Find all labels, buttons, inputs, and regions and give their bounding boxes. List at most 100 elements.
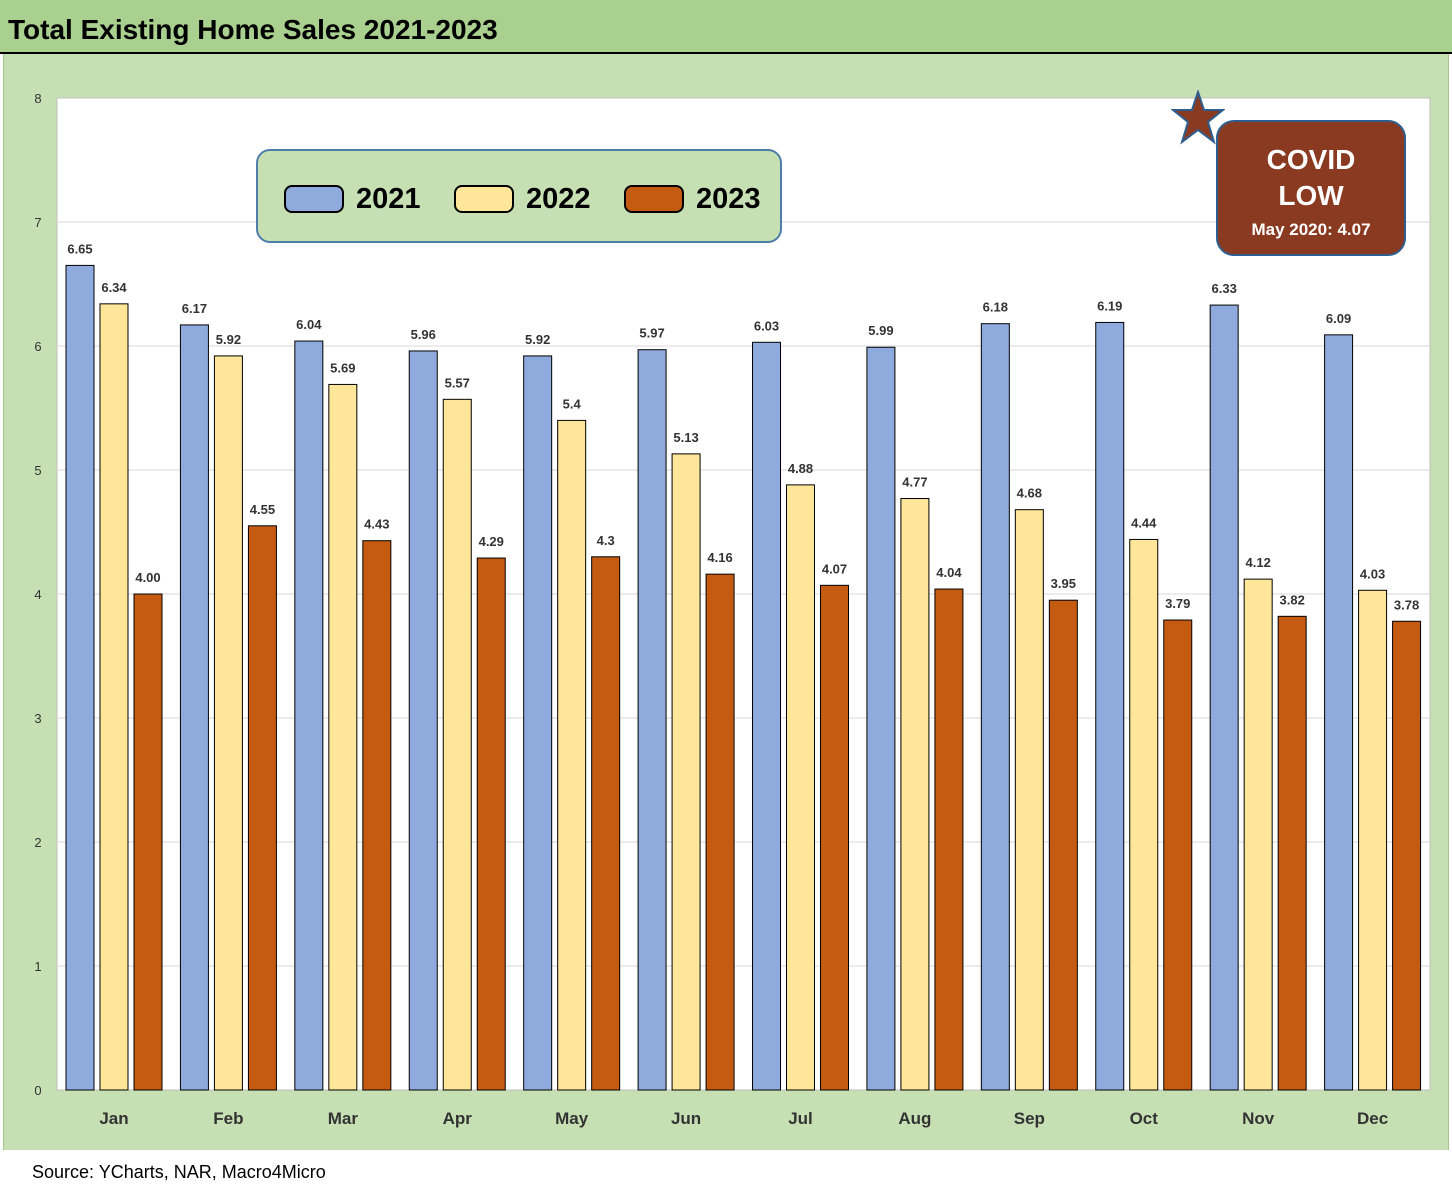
bar-2022-may xyxy=(557,419,587,1091)
data-label: 4.43 xyxy=(364,517,389,532)
bar-2022-jan xyxy=(99,303,129,1091)
bar-2021-apr xyxy=(408,350,438,1091)
data-label: 6.33 xyxy=(1212,281,1237,296)
legend-label-2023: 2023 xyxy=(696,183,761,215)
data-label: 5.99 xyxy=(868,323,893,338)
data-label: 6.18 xyxy=(983,300,1008,315)
bar-2023-oct xyxy=(1163,619,1193,1091)
x-tick-label: May xyxy=(555,1109,589,1128)
legend: 2021 2022 2023 xyxy=(256,149,782,243)
source-note: Source: YCharts, NAR, Macro4Micro xyxy=(32,1162,326,1182)
data-label: 6.17 xyxy=(182,301,207,316)
bar-2022-mar xyxy=(328,383,358,1091)
bar-2023-feb xyxy=(247,525,277,1091)
x-tick-label: Jul xyxy=(788,1109,813,1128)
data-label: 4.44 xyxy=(1131,515,1157,530)
y-tick-label: 1 xyxy=(34,959,41,974)
data-label: 4.88 xyxy=(788,461,813,476)
bar-2021-sep xyxy=(980,323,1010,1091)
bar-2023-apr xyxy=(476,557,506,1091)
bar-2022-dec xyxy=(1358,589,1388,1091)
data-label: 5.96 xyxy=(411,327,436,342)
data-label: 3.95 xyxy=(1051,576,1076,591)
x-tick-label: Mar xyxy=(328,1109,359,1128)
legend-swatch-2022 xyxy=(454,185,514,213)
bar-2022-jul xyxy=(786,484,815,1091)
data-label: 5.4 xyxy=(563,396,582,411)
data-label: 5.97 xyxy=(639,326,664,341)
bar-2022-oct xyxy=(1129,538,1159,1091)
bar-2021-aug xyxy=(866,346,896,1091)
bar-2023-mar xyxy=(362,540,392,1091)
data-label: 6.34 xyxy=(101,280,127,295)
y-tick-label: 8 xyxy=(34,91,41,106)
x-tick-label: Apr xyxy=(443,1109,473,1128)
data-label: 4.68 xyxy=(1017,486,1042,501)
bar-2022-aug xyxy=(900,498,930,1091)
x-tick-label: Jan xyxy=(99,1109,128,1128)
y-tick-label: 3 xyxy=(34,711,41,726)
data-label: 5.69 xyxy=(330,360,355,375)
covid-callout-line2: LOW xyxy=(1278,180,1344,211)
data-label: 4.12 xyxy=(1246,555,1271,570)
bar-2021-jan xyxy=(65,264,95,1091)
data-label: 4.00 xyxy=(135,570,160,585)
bar-2023-nov xyxy=(1277,615,1307,1091)
data-label: 6.65 xyxy=(67,241,92,256)
bar-2021-mar xyxy=(294,340,324,1091)
data-label: 4.07 xyxy=(822,561,847,576)
covid-low-callout: COVID LOW May 2020: 4.07 xyxy=(1216,120,1406,256)
bar-2021-dec xyxy=(1324,334,1354,1091)
y-tick-label: 4 xyxy=(34,587,41,602)
data-label: 4.04 xyxy=(936,565,962,580)
bar-2022-feb xyxy=(213,355,243,1091)
data-label: 5.92 xyxy=(525,332,550,347)
data-label: 3.78 xyxy=(1394,597,1419,612)
bar-2021-nov xyxy=(1209,304,1239,1091)
legend-label-2022: 2022 xyxy=(526,183,591,215)
bar-2023-sep xyxy=(1048,599,1078,1091)
y-tick-label: 6 xyxy=(34,339,41,354)
chart-title: Total Existing Home Sales 2021-2023 xyxy=(8,14,498,45)
x-tick-label: Oct xyxy=(1130,1109,1159,1128)
bar-2022-apr xyxy=(442,398,472,1091)
bar-2023-may xyxy=(591,556,621,1091)
data-label: 4.16 xyxy=(707,550,732,565)
x-tick-label: Dec xyxy=(1357,1109,1388,1128)
bar-2023-aug xyxy=(934,588,964,1091)
legend-swatch-2021 xyxy=(284,185,344,213)
data-label: 5.13 xyxy=(673,430,698,445)
y-tick-label: 0 xyxy=(34,1083,41,1098)
data-label: 6.03 xyxy=(754,318,779,333)
covid-callout-line1: COVID xyxy=(1266,144,1356,175)
bar-2021-jul xyxy=(752,341,781,1091)
bar-2021-feb xyxy=(179,324,209,1091)
bar-2023-dec xyxy=(1392,620,1422,1091)
data-label: 3.79 xyxy=(1165,596,1190,611)
star-icon xyxy=(1171,90,1225,145)
covid-callout-line3: May 2020: 4.07 xyxy=(1251,220,1371,239)
data-label: 6.04 xyxy=(296,317,322,332)
bar-2023-jun xyxy=(705,573,735,1091)
data-label: 4.77 xyxy=(902,475,927,490)
data-label: 3.82 xyxy=(1280,592,1305,607)
legend-swatch-2023 xyxy=(624,185,684,213)
bar-2021-may xyxy=(523,355,553,1091)
x-tick-label: Sep xyxy=(1014,1109,1045,1128)
data-label: 5.57 xyxy=(445,375,470,390)
x-tick-label: Jun xyxy=(671,1109,701,1128)
bar-2021-oct xyxy=(1095,321,1125,1091)
bar-2022-nov xyxy=(1243,578,1273,1091)
x-tick-label: Nov xyxy=(1242,1109,1275,1128)
title-bar: Total Existing Home Sales 2021-2023 xyxy=(0,0,1452,54)
bar-2022-jun xyxy=(671,453,701,1091)
data-label: 4.29 xyxy=(479,534,504,549)
bar-2023-jul xyxy=(820,584,849,1091)
x-tick-label: Feb xyxy=(213,1109,243,1128)
data-label: 4.03 xyxy=(1360,566,1385,581)
y-tick-label: 7 xyxy=(34,215,41,230)
data-label: 4.3 xyxy=(597,533,615,548)
data-label: 4.55 xyxy=(250,502,275,517)
y-tick-label: 2 xyxy=(34,835,41,850)
